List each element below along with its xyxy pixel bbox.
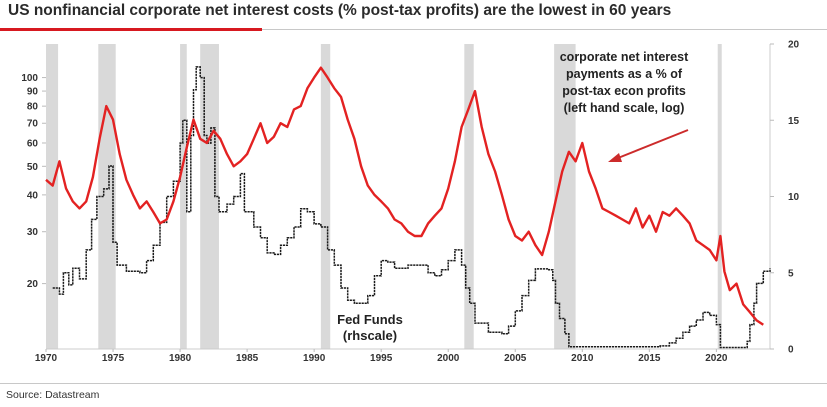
- right-tick-label: 5: [788, 268, 794, 279]
- line-chart: 20 30 40 50 60 70 80 90 100 0 5 10 15 20 1970 1975 198…: [21, 40, 800, 365]
- red-series-annotation-line-1: corporate net interest: [560, 50, 689, 64]
- x-tick-label: 1995: [370, 353, 393, 364]
- recession-band: [180, 44, 187, 349]
- red-series-annotation: corporate net interest payments as a % o…: [560, 50, 689, 115]
- left-tick-label: 90: [27, 87, 39, 98]
- red-series-annotation-line-2: payments as a % of: [566, 67, 683, 81]
- black-series-annotation-line-1: Fed Funds: [337, 312, 403, 327]
- title-accent-rule: [0, 28, 262, 31]
- left-tick-label: 60: [27, 138, 39, 149]
- left-tick-label: 80: [27, 102, 39, 113]
- left-tick-label: 20: [27, 279, 39, 290]
- x-tick-label: 2005: [504, 353, 527, 364]
- title-underline-rule: [262, 29, 827, 30]
- x-tick-label: 2000: [437, 353, 460, 364]
- x-axis-ticks: 1970 1975 1980 1985 1990 1995 2000 2005 2010 2015…: [35, 349, 728, 364]
- recession-band: [320, 44, 331, 349]
- x-tick-label: 2015: [638, 353, 661, 364]
- recession-band: [464, 44, 474, 349]
- recession-band: [200, 44, 219, 349]
- left-tick-label: 70: [27, 119, 39, 130]
- left-tick-label: 30: [27, 227, 39, 238]
- red-series-annotation-line-3: post-tax econ profits: [562, 84, 686, 98]
- right-tick-label: 10: [788, 192, 800, 203]
- fed-funds-line: [52, 66, 771, 349]
- left-axis-ticks: 20 30 40 50 60 70 80 90 100: [21, 73, 46, 290]
- source-divider: [0, 383, 827, 384]
- right-tick-label: 20: [788, 40, 800, 51]
- x-tick-label: 2010: [571, 353, 594, 364]
- recession-band: [554, 44, 576, 349]
- x-tick-label: 1975: [102, 353, 125, 364]
- x-tick-label: 1985: [236, 353, 259, 364]
- left-tick-label: 100: [21, 73, 38, 84]
- black-series-annotation-line-2: (rhscale): [343, 328, 397, 343]
- left-tick-label: 50: [27, 162, 39, 173]
- left-tick-label: 40: [27, 190, 39, 201]
- x-tick-label: 2020: [705, 353, 728, 364]
- recession-band: [717, 44, 722, 349]
- red-series-annotation-line-4: (left hand scale, log): [564, 101, 685, 115]
- x-tick-label: 1990: [303, 353, 326, 364]
- interest-cost-line: [45, 66, 764, 326]
- black-series-annotation: Fed Funds (rhscale): [337, 312, 403, 343]
- recession-band: [46, 44, 59, 349]
- right-tick-label: 15: [788, 116, 800, 127]
- x-tick-label: 1970: [35, 353, 58, 364]
- right-axis-ticks: 0 5 10 15 20: [770, 40, 800, 356]
- chart-title: US nonfinancial corporate net interest c…: [8, 2, 672, 19]
- right-tick-label: 0: [788, 345, 794, 356]
- x-tick-label: 1980: [169, 353, 192, 364]
- annotation-arrow: [608, 129, 689, 162]
- source-note: Source: Datastream: [6, 389, 100, 401]
